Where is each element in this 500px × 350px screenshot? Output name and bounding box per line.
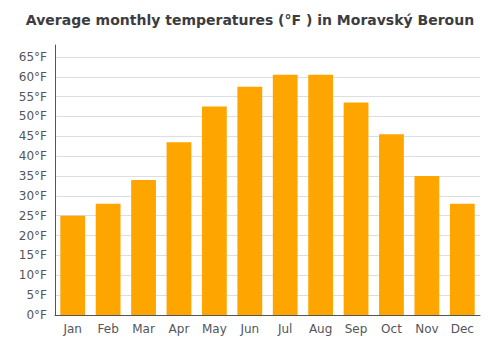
svg-text:15°F: 15°F [19, 248, 47, 262]
svg-text:0°F: 0°F [26, 308, 47, 322]
svg-text:50°F: 50°F [19, 109, 47, 123]
svg-text:Jul: Jul [277, 322, 292, 336]
svg-text:60°F: 60°F [19, 70, 47, 84]
svg-text:5°F: 5°F [26, 288, 47, 302]
svg-text:10°F: 10°F [19, 268, 47, 282]
svg-text:45°F: 45°F [19, 129, 47, 143]
svg-text:Mar: Mar [132, 322, 155, 336]
svg-text:30°F: 30°F [19, 189, 47, 203]
svg-text:Average monthly temperatures (: Average monthly temperatures (°F ) in Mo… [26, 12, 474, 28]
svg-text:65°F: 65°F [19, 50, 47, 64]
svg-text:55°F: 55°F [19, 90, 47, 104]
svg-text:May: May [202, 322, 227, 336]
svg-text:20°F: 20°F [19, 229, 47, 243]
svg-text:Feb: Feb [98, 322, 119, 336]
svg-text:Dec: Dec [451, 322, 474, 336]
svg-text:Jun: Jun [239, 322, 259, 336]
svg-text:Oct: Oct [381, 322, 402, 336]
svg-text:Jan: Jan [62, 322, 82, 336]
svg-text:25°F: 25°F [19, 209, 47, 223]
svg-text:Sep: Sep [345, 322, 368, 336]
svg-text:Aug: Aug [309, 322, 332, 336]
svg-text:Apr: Apr [169, 322, 190, 336]
svg-text:Nov: Nov [415, 322, 438, 336]
svg-text:40°F: 40°F [19, 149, 47, 163]
svg-text:35°F: 35°F [19, 169, 47, 183]
